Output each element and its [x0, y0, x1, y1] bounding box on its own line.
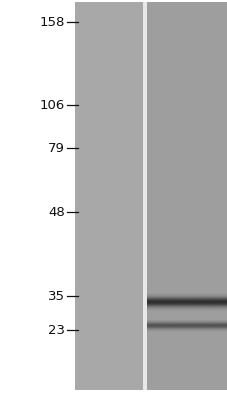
Text: 79: 79 [48, 142, 65, 154]
Text: 106: 106 [39, 99, 65, 112]
Bar [75, 2, 142, 390]
Text: 35: 35 [48, 290, 65, 302]
Bar [146, 2, 227, 390]
Text: 23: 23 [48, 324, 65, 336]
Text: 158: 158 [39, 16, 65, 28]
Bar [142, 2, 146, 390]
Text: 48: 48 [48, 206, 65, 218]
